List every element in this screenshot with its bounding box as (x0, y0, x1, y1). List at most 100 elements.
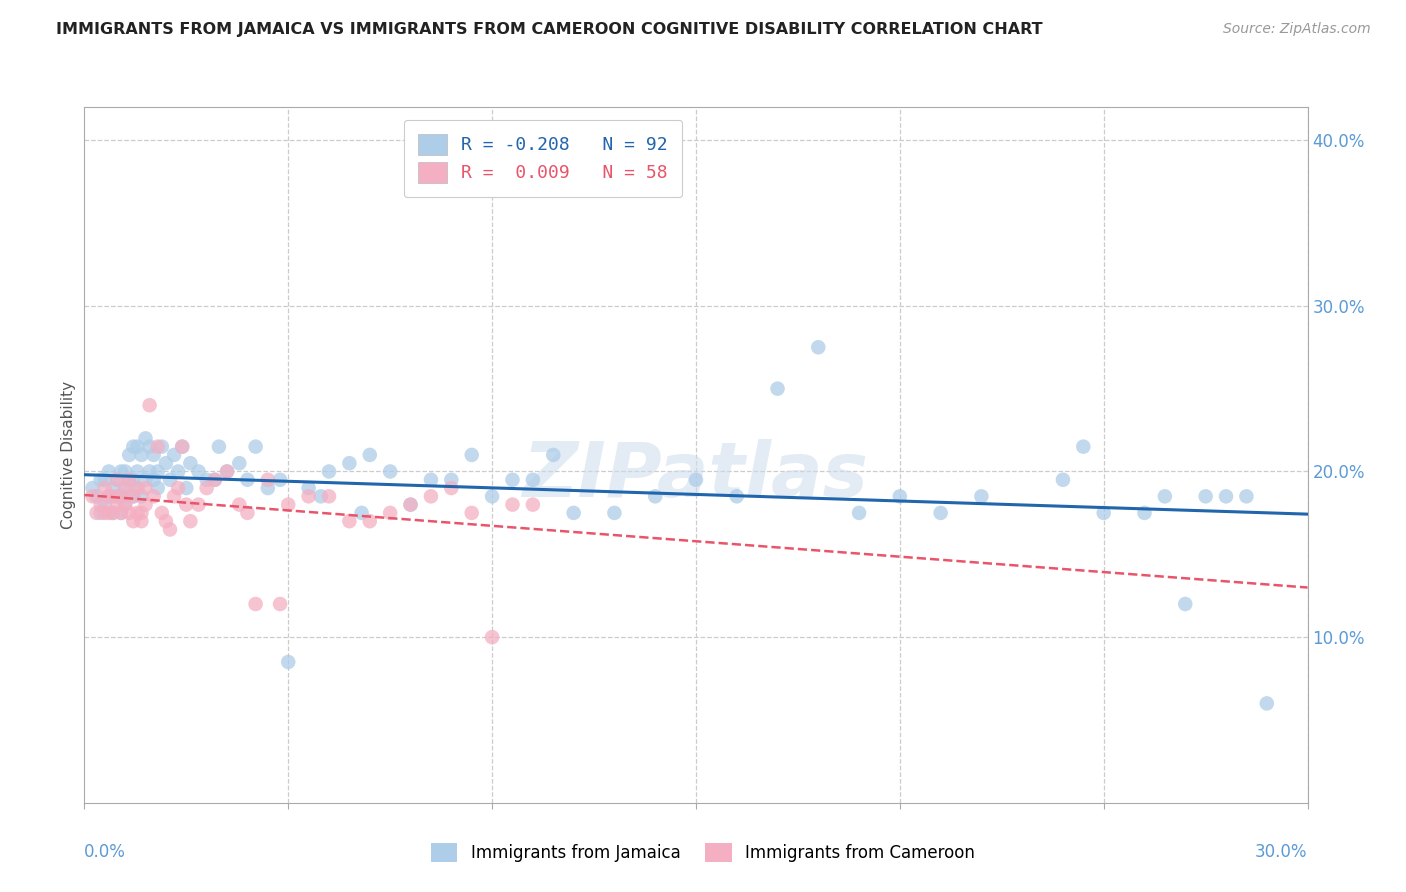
Point (93, 481, 117, 495)
Point (131, 514, 153, 528)
Point (208, 440, 231, 454)
Point (603, 506, 626, 520)
Point (522, 473, 544, 487)
Point (187, 498, 209, 512)
Point (167, 481, 190, 495)
Point (105, 498, 128, 512)
Point (172, 440, 194, 454)
Point (889, 489, 911, 503)
Point (204, 473, 226, 487)
Point (195, 473, 218, 487)
Point (1256, 697, 1278, 711)
Point (163, 489, 186, 503)
Point (131, 506, 153, 520)
Point (502, 498, 524, 512)
Point (138, 440, 160, 454)
Point (562, 506, 585, 520)
Text: ZIPatlas: ZIPatlas (523, 439, 869, 513)
Point (127, 481, 149, 495)
Point (543, 448, 565, 462)
Point (86, 506, 108, 520)
Point (848, 506, 870, 520)
Point (118, 473, 141, 487)
Point (105, 473, 128, 487)
Point (929, 506, 952, 520)
Point (380, 506, 402, 520)
Point (82, 481, 104, 495)
Point (131, 448, 153, 462)
Point (122, 440, 145, 454)
Point (118, 489, 141, 503)
Point (114, 481, 136, 495)
Point (114, 498, 136, 512)
Point (122, 514, 145, 528)
Point (82, 489, 104, 503)
Text: Source: ZipAtlas.com: Source: ZipAtlas.com (1223, 22, 1371, 37)
Point (105, 489, 128, 503)
Point (176, 498, 198, 512)
Point (135, 481, 157, 495)
Point (146, 465, 169, 479)
Point (127, 506, 149, 520)
Point (766, 382, 789, 396)
Point (146, 440, 169, 454)
Point (97, 465, 120, 479)
Point (142, 489, 165, 503)
Point (155, 514, 177, 528)
Point (93, 498, 117, 512)
Point (86, 489, 108, 503)
Point (187, 465, 209, 479)
Point (204, 473, 226, 487)
Legend: Immigrants from Jamaica, Immigrants from Cameroon: Immigrants from Jamaica, Immigrants from… (422, 834, 984, 871)
Point (114, 498, 136, 512)
Point (685, 473, 707, 487)
Point (245, 597, 267, 611)
Point (127, 465, 149, 479)
Point (269, 597, 291, 611)
Point (217, 465, 239, 479)
Point (1215, 489, 1237, 503)
Point (127, 481, 149, 495)
Point (150, 506, 173, 520)
Point (101, 506, 124, 520)
Point (380, 465, 402, 479)
Point (150, 440, 173, 454)
Point (309, 489, 332, 503)
Point (318, 465, 340, 479)
Point (277, 498, 299, 512)
Point (142, 448, 165, 462)
Point (176, 481, 198, 495)
Point (93, 473, 117, 487)
Point (461, 448, 484, 462)
Point (105, 473, 128, 487)
Point (110, 489, 132, 503)
Point (179, 456, 201, 470)
Point (179, 514, 201, 528)
Point (277, 655, 299, 669)
Point (90, 498, 112, 512)
Point (97, 489, 120, 503)
Point (101, 481, 124, 495)
Point (110, 506, 132, 520)
Point (118, 473, 141, 487)
Point (114, 465, 136, 479)
Point (159, 523, 181, 537)
Point (1154, 489, 1177, 503)
Point (101, 506, 124, 520)
Point (970, 489, 993, 503)
Point (461, 506, 484, 520)
Point (228, 456, 250, 470)
Point (90, 506, 112, 520)
Point (236, 473, 259, 487)
Point (195, 481, 218, 495)
Point (298, 489, 321, 503)
Point (481, 630, 503, 644)
Point (399, 498, 422, 512)
Point (1195, 489, 1218, 503)
Point (420, 473, 443, 487)
Point (725, 489, 748, 503)
Point (245, 440, 267, 454)
Point (135, 498, 157, 512)
Point (138, 398, 160, 412)
Point (481, 489, 503, 503)
